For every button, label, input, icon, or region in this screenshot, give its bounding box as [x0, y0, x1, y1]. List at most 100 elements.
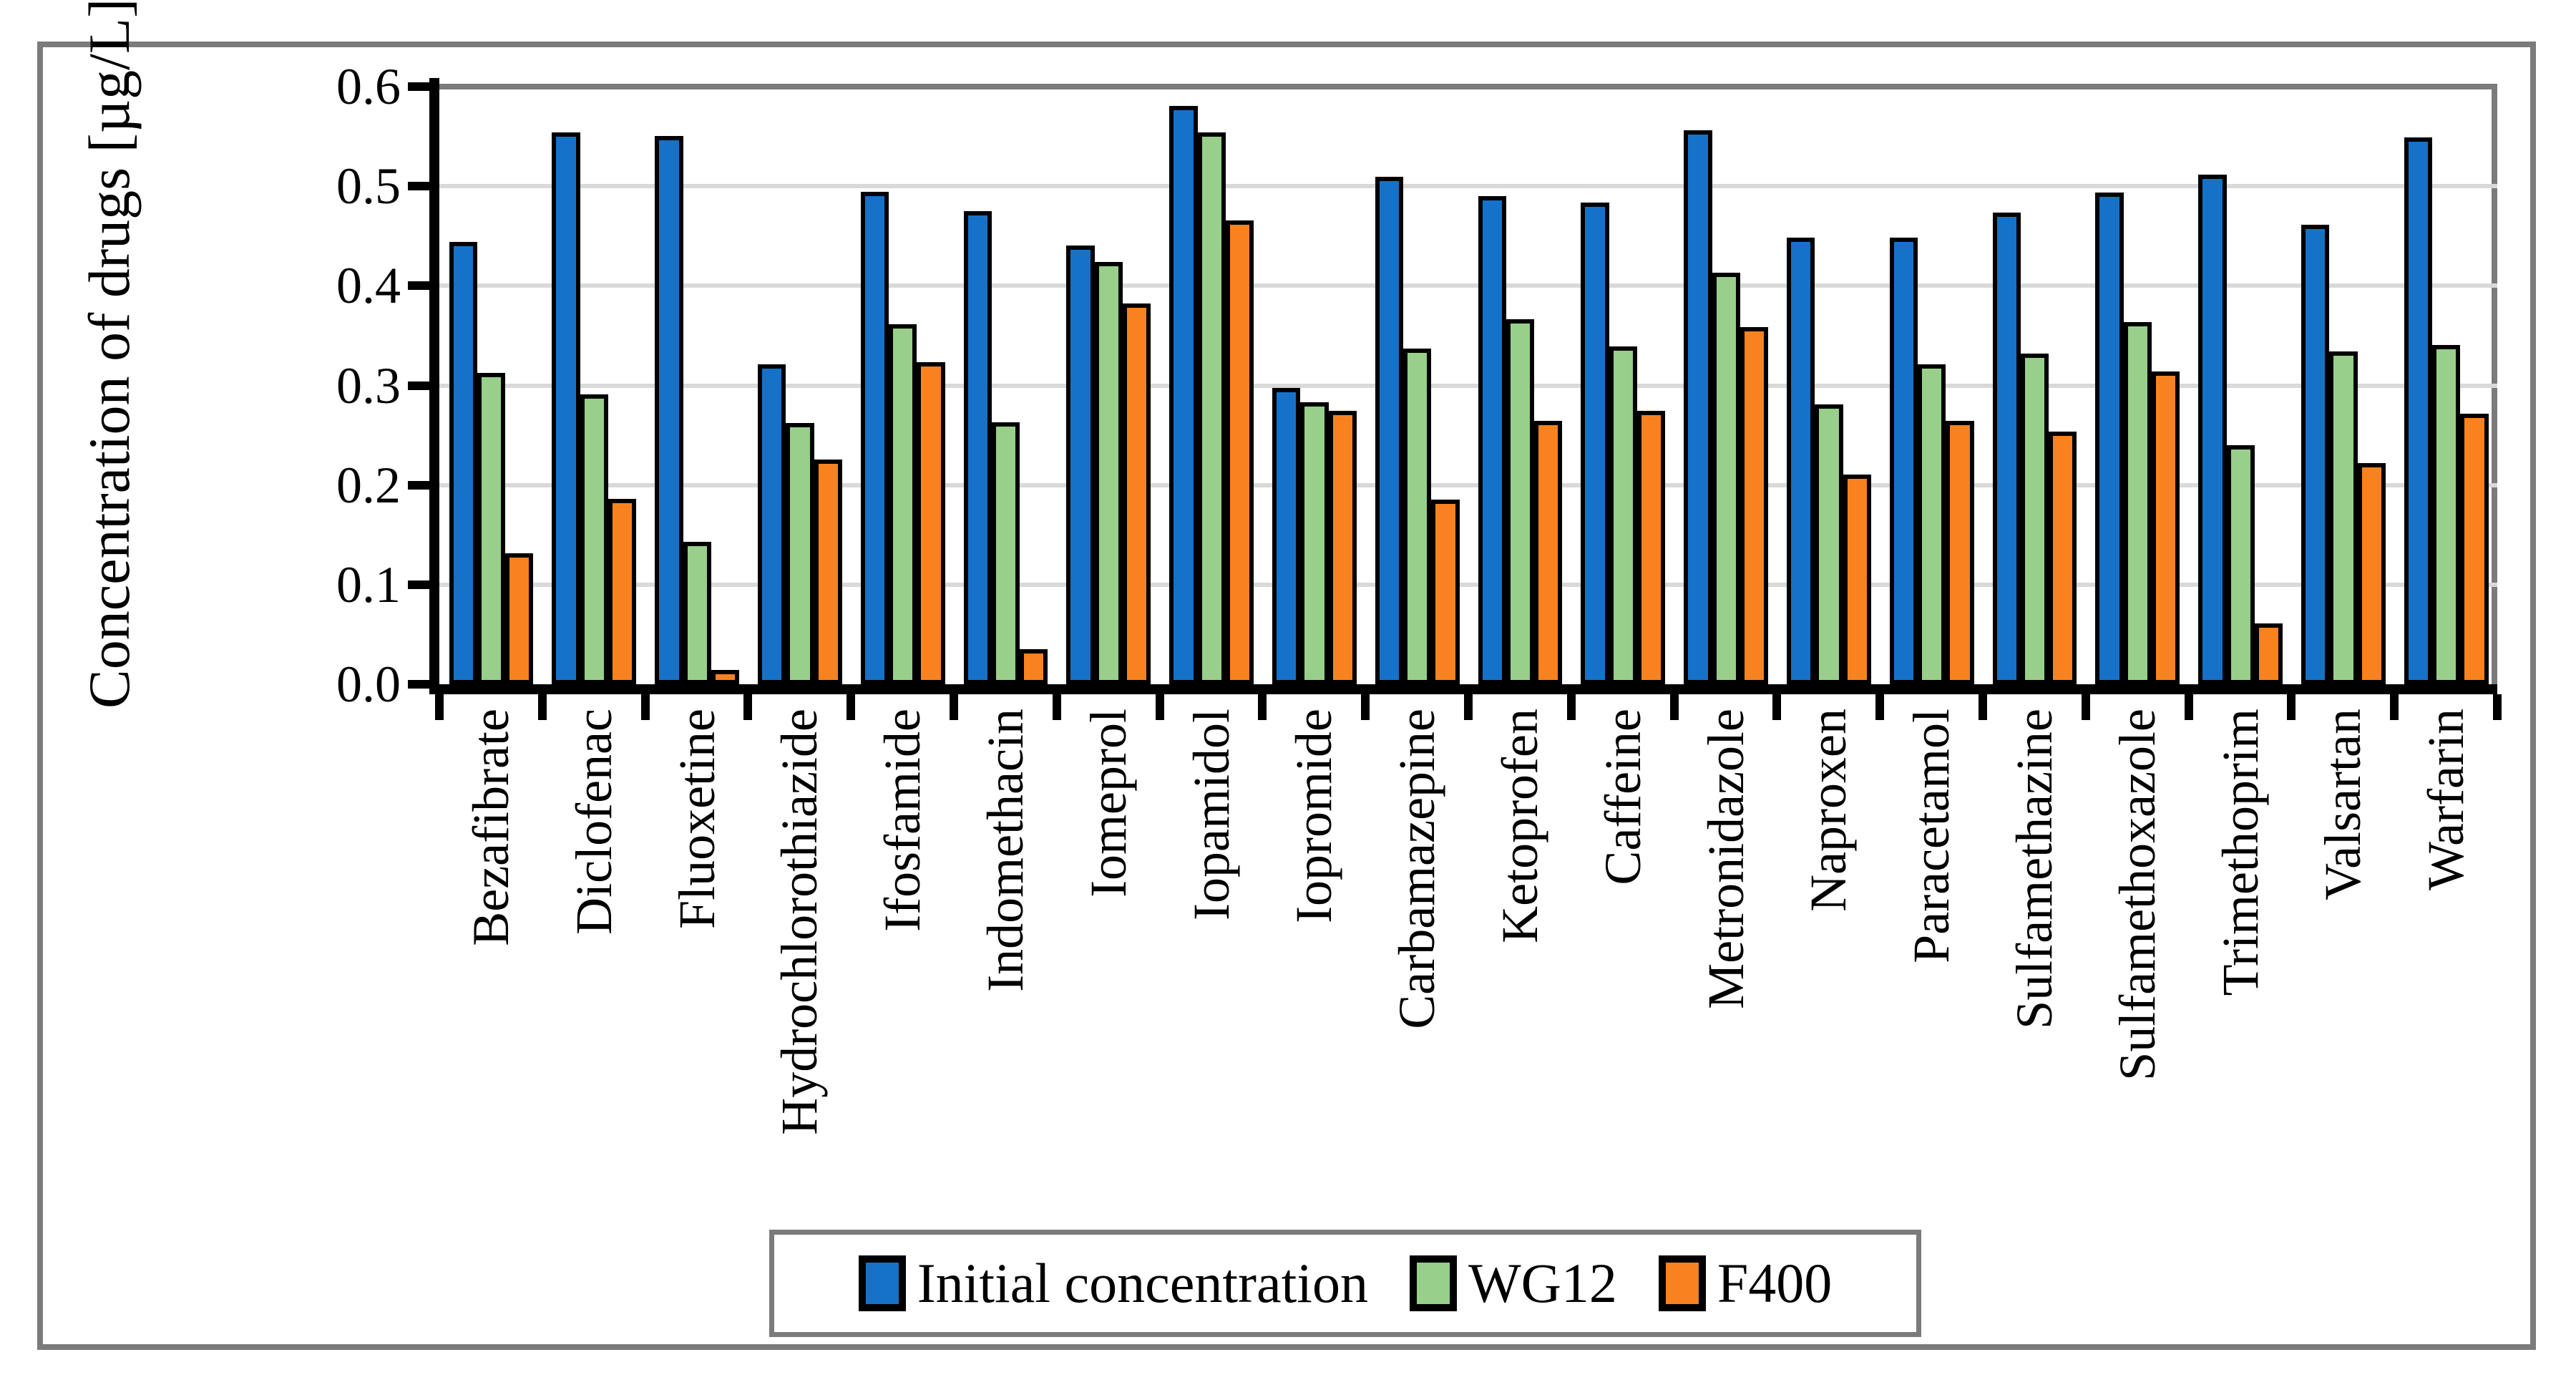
bar-group — [645, 84, 748, 694]
x-axis-tick — [537, 694, 547, 720]
x-category-label: Bezafibrate — [462, 709, 519, 946]
bar — [505, 553, 534, 684]
x-axis-tick — [435, 694, 444, 720]
bar — [2020, 353, 2049, 684]
legend-label: Initial concentration — [917, 1252, 1368, 1314]
x-category-label: Iopromide — [1285, 709, 1343, 923]
x-category-label: Iomeprol — [1079, 709, 1137, 898]
x-category-label: Caffeine — [1594, 709, 1652, 885]
y-tick-label: 0.6 — [336, 58, 401, 115]
bar — [1712, 272, 1740, 684]
x-axis-tick — [1875, 694, 1885, 720]
bar — [860, 192, 889, 684]
bar-group — [954, 84, 1057, 694]
bar — [1918, 364, 1946, 684]
bar — [814, 460, 842, 684]
y-axis-tick — [408, 680, 429, 689]
bar — [758, 364, 786, 684]
bar — [1506, 319, 1535, 684]
bar — [711, 670, 740, 684]
x-axis-line — [429, 684, 2497, 694]
x-axis-tick — [1258, 694, 1267, 720]
bar-group — [748, 84, 851, 694]
bar — [1328, 411, 1357, 684]
x-category-label: Sulfamethazine — [2005, 709, 2063, 1029]
bar — [2432, 345, 2461, 684]
y-tick-label: 0.2 — [336, 456, 401, 514]
x-axis-tick — [1566, 694, 1576, 720]
legend: Initial concentration WG12 F400 — [769, 1230, 1921, 1337]
y-axis-line — [429, 78, 439, 694]
bar — [2254, 623, 2283, 684]
x-axis-tick — [2081, 694, 2090, 720]
x-axis-tick — [1669, 694, 1679, 720]
bar — [477, 373, 506, 684]
bar-group — [1880, 84, 1983, 694]
x-category-label: Sulfamethoxazole — [2108, 709, 2166, 1081]
gridline — [439, 184, 2497, 189]
bar-group — [1365, 84, 1468, 694]
figure-border — [37, 42, 2536, 1350]
legend-swatch-icon — [858, 1255, 906, 1311]
x-axis-tick — [1772, 694, 1782, 720]
y-tick-label: 0.4 — [336, 257, 401, 315]
y-axis-title: Concentration of drugs [µg/L] — [77, 0, 142, 709]
bar — [1609, 346, 1637, 684]
x-axis-tick — [2390, 694, 2399, 720]
bar — [1300, 402, 1329, 684]
bar — [2226, 444, 2255, 684]
bar — [449, 241, 477, 684]
x-axis-tick — [1464, 694, 1473, 720]
y-tick-label: 0.5 — [336, 157, 401, 215]
bar — [1684, 130, 1712, 684]
bar — [2123, 322, 2152, 684]
plot-area — [408, 78, 2502, 720]
bar-group — [439, 84, 542, 694]
x-category-label: Diclofenac — [565, 709, 623, 935]
bar — [1992, 213, 2021, 684]
x-axis-tick — [1979, 694, 1987, 720]
x-axis-tick — [1052, 694, 1061, 720]
bar — [1431, 500, 1460, 684]
bar — [1946, 421, 1974, 684]
y-tick-label: 0.1 — [336, 555, 401, 613]
legend-entry: Initial concentration — [858, 1251, 1368, 1316]
legend-entry: F400 — [1658, 1251, 1833, 1316]
bar-group — [1777, 84, 1880, 694]
x-category-label: Naproxen — [1800, 709, 1858, 912]
bar-group — [1983, 84, 2086, 694]
x-axis-tick — [743, 694, 753, 720]
x-category-label: Indomethacin — [976, 709, 1034, 992]
bar — [786, 422, 814, 684]
bar-group — [1262, 84, 1365, 694]
bar — [2151, 371, 2180, 684]
legend-label: F400 — [1717, 1252, 1833, 1314]
y-tick-label: 0.0 — [336, 656, 401, 713]
bar-group — [1057, 84, 1160, 694]
x-axis-tick — [640, 694, 650, 720]
x-axis-tick — [847, 694, 856, 720]
bar — [608, 498, 637, 684]
x-category-label: Ketoprofen — [1491, 709, 1548, 943]
x-category-label: Paracetamol — [1903, 709, 1961, 963]
legend-label: WG12 — [1468, 1252, 1617, 1314]
bar-group — [1468, 84, 1571, 694]
bar — [2198, 175, 2227, 684]
bar — [1534, 421, 1563, 684]
x-category-label: Hydrochlorothiazide — [771, 709, 829, 1135]
x-axis-tick — [1361, 694, 1370, 720]
x-category-label: Valsartan — [2314, 709, 2372, 900]
bar — [963, 210, 992, 684]
bar — [2095, 193, 2124, 684]
gridline — [439, 482, 2497, 487]
bar — [1889, 238, 1918, 684]
bar-group — [2189, 84, 2292, 694]
legend-swatch-icon — [1409, 1255, 1457, 1311]
bar-group — [2394, 84, 2497, 694]
x-category-label: Metronidazole — [1697, 709, 1755, 1009]
bar — [2049, 432, 2077, 684]
bar — [1122, 303, 1151, 684]
bar — [1169, 106, 1198, 684]
legend-entry: WG12 — [1409, 1251, 1617, 1316]
bar — [683, 541, 711, 684]
